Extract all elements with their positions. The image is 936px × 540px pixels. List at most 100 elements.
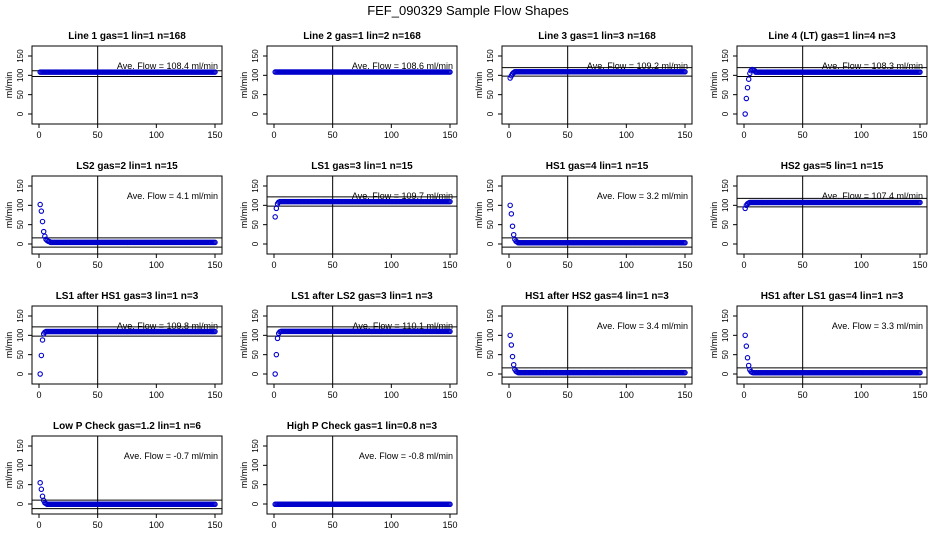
panel-title: HS1 gas=4 lin=1 n=15 bbox=[546, 161, 649, 172]
plot-area bbox=[32, 479, 222, 510]
average-annotation: Ave. Flow = 109.7 ml/min bbox=[352, 191, 453, 201]
data-point bbox=[917, 369, 923, 376]
data-point bbox=[682, 240, 688, 246]
x-tick-label: 50 bbox=[563, 390, 573, 400]
data-point bbox=[37, 371, 43, 377]
x-tick-label: 50 bbox=[328, 520, 338, 530]
data-point bbox=[447, 501, 453, 508]
page-title: FEF_090329 Sample Flow Shapes bbox=[367, 3, 569, 18]
y-tick-label: 100 bbox=[251, 328, 260, 342]
data-points bbox=[742, 332, 923, 376]
x-tick-label: 100 bbox=[854, 130, 869, 140]
y-tick-label: 150 bbox=[486, 309, 495, 323]
average-annotation: Ave. Flow = 108.4 ml/min bbox=[117, 61, 218, 71]
x-tick-label: 150 bbox=[207, 260, 222, 270]
y-axis-label: ml/min bbox=[4, 332, 14, 359]
plot-area bbox=[502, 67, 692, 81]
y-axis-label: ml/min bbox=[4, 72, 14, 99]
data-point bbox=[745, 76, 752, 82]
plot-area bbox=[32, 326, 222, 377]
y-tick-label: 150 bbox=[16, 309, 25, 323]
panel: HS1 gas=4 lin=1 n=15 Ave. Flow = 3.2 ml/m… bbox=[474, 161, 693, 270]
plot-frame bbox=[736, 45, 928, 125]
panel-title: Line 2 gas=1 lin=2 n=168 bbox=[303, 31, 421, 42]
plot-frame bbox=[266, 175, 458, 255]
average-annotation: Ave. Flow = 109.8 ml/min bbox=[117, 321, 218, 331]
plot-frame bbox=[501, 175, 693, 255]
y-tick-label: 50 bbox=[16, 350, 25, 359]
x-tick-label: 0 bbox=[36, 520, 41, 530]
panel: LS1 gas=3 lin=1 n=15 Ave. Flow = 109.7 ml… bbox=[239, 161, 458, 270]
average-annotation: Ave. Flow = 108.3 ml/min bbox=[822, 61, 923, 71]
data-point bbox=[508, 211, 515, 217]
data-point bbox=[510, 231, 517, 238]
data-point bbox=[37, 201, 43, 208]
plot-area bbox=[502, 202, 692, 248]
data-point bbox=[39, 218, 46, 225]
y-tick-label: 50 bbox=[251, 480, 260, 489]
panel: Line 2 gas=1 lin=2 n=168 Ave. Flow = 108.… bbox=[239, 31, 458, 140]
plot-frame bbox=[501, 305, 693, 385]
data-points bbox=[507, 69, 688, 81]
panel-title: Line 1 gas=1 lin=1 n=168 bbox=[68, 31, 186, 42]
plot-area bbox=[272, 69, 453, 75]
x-tick-label: 150 bbox=[442, 260, 457, 270]
panel-title: LS1 after HS1 gas=3 lin=1 n=3 bbox=[56, 291, 199, 302]
x-tick-label: 50 bbox=[798, 130, 808, 140]
plot-frame bbox=[736, 305, 928, 385]
panel-title: LS1 gas=3 lin=1 n=15 bbox=[311, 161, 413, 172]
y-axis-label: ml/min bbox=[239, 462, 249, 489]
plot-area bbox=[737, 66, 927, 117]
average-annotation: Ave. Flow = 107.4 ml/min bbox=[822, 191, 923, 201]
x-tick-label: 100 bbox=[149, 130, 164, 140]
panel-title: HS2 gas=5 lin=1 n=15 bbox=[781, 161, 884, 172]
x-tick-label: 150 bbox=[912, 130, 927, 140]
data-point bbox=[510, 361, 517, 368]
y-tick-label: 0 bbox=[486, 111, 495, 116]
data-point bbox=[509, 353, 516, 360]
data-point bbox=[447, 328, 453, 335]
plot-frame bbox=[266, 435, 458, 515]
data-point bbox=[682, 369, 688, 376]
y-tick-label: 0 bbox=[721, 371, 730, 376]
x-tick-label: 50 bbox=[563, 130, 573, 140]
y-tick-label: 150 bbox=[486, 179, 495, 193]
y-tick-label: 0 bbox=[486, 241, 495, 246]
data-point bbox=[508, 342, 515, 348]
data-point bbox=[38, 352, 45, 359]
average-annotation: Ave. Flow = -0.7 ml/min bbox=[124, 451, 218, 461]
x-tick-label: 100 bbox=[384, 260, 399, 270]
y-tick-label: 0 bbox=[16, 241, 25, 246]
data-points bbox=[37, 328, 218, 377]
y-tick-label: 50 bbox=[251, 350, 260, 359]
y-tick-label: 0 bbox=[251, 111, 260, 116]
average-annotation: Ave. Flow = 110.1 ml/min bbox=[353, 321, 453, 331]
x-tick-label: 50 bbox=[798, 260, 808, 270]
panel: HS1 after LS1 gas=4 lin=1 n=3 Ave. Flow =… bbox=[709, 291, 928, 400]
y-tick-label: 100 bbox=[721, 198, 730, 212]
data-points bbox=[507, 202, 688, 246]
data-points bbox=[272, 501, 453, 508]
plot-frame bbox=[736, 175, 928, 255]
x-tick-label: 150 bbox=[442, 390, 457, 400]
panel-title: LS2 gas=2 lin=1 n=15 bbox=[76, 161, 178, 172]
y-axis-label: ml/min bbox=[709, 72, 719, 99]
x-tick-label: 50 bbox=[93, 260, 103, 270]
y-tick-label: 100 bbox=[16, 68, 25, 82]
x-tick-label: 0 bbox=[271, 390, 276, 400]
x-tick-label: 50 bbox=[93, 130, 103, 140]
data-point bbox=[273, 351, 280, 358]
x-tick-label: 50 bbox=[328, 390, 338, 400]
plot-frame bbox=[31, 175, 223, 255]
x-tick-label: 0 bbox=[36, 260, 41, 270]
x-tick-label: 150 bbox=[677, 390, 692, 400]
data-point bbox=[747, 70, 753, 77]
y-tick-label: 150 bbox=[486, 49, 495, 63]
y-tick-label: 50 bbox=[486, 220, 495, 229]
data-point bbox=[917, 199, 923, 206]
panel: HS2 gas=5 lin=1 n=15 Ave. Flow = 107.4 ml… bbox=[709, 161, 928, 270]
data-point bbox=[742, 332, 748, 339]
x-tick-label: 0 bbox=[36, 130, 41, 140]
x-tick-label: 0 bbox=[271, 520, 276, 530]
data-points bbox=[272, 198, 453, 220]
